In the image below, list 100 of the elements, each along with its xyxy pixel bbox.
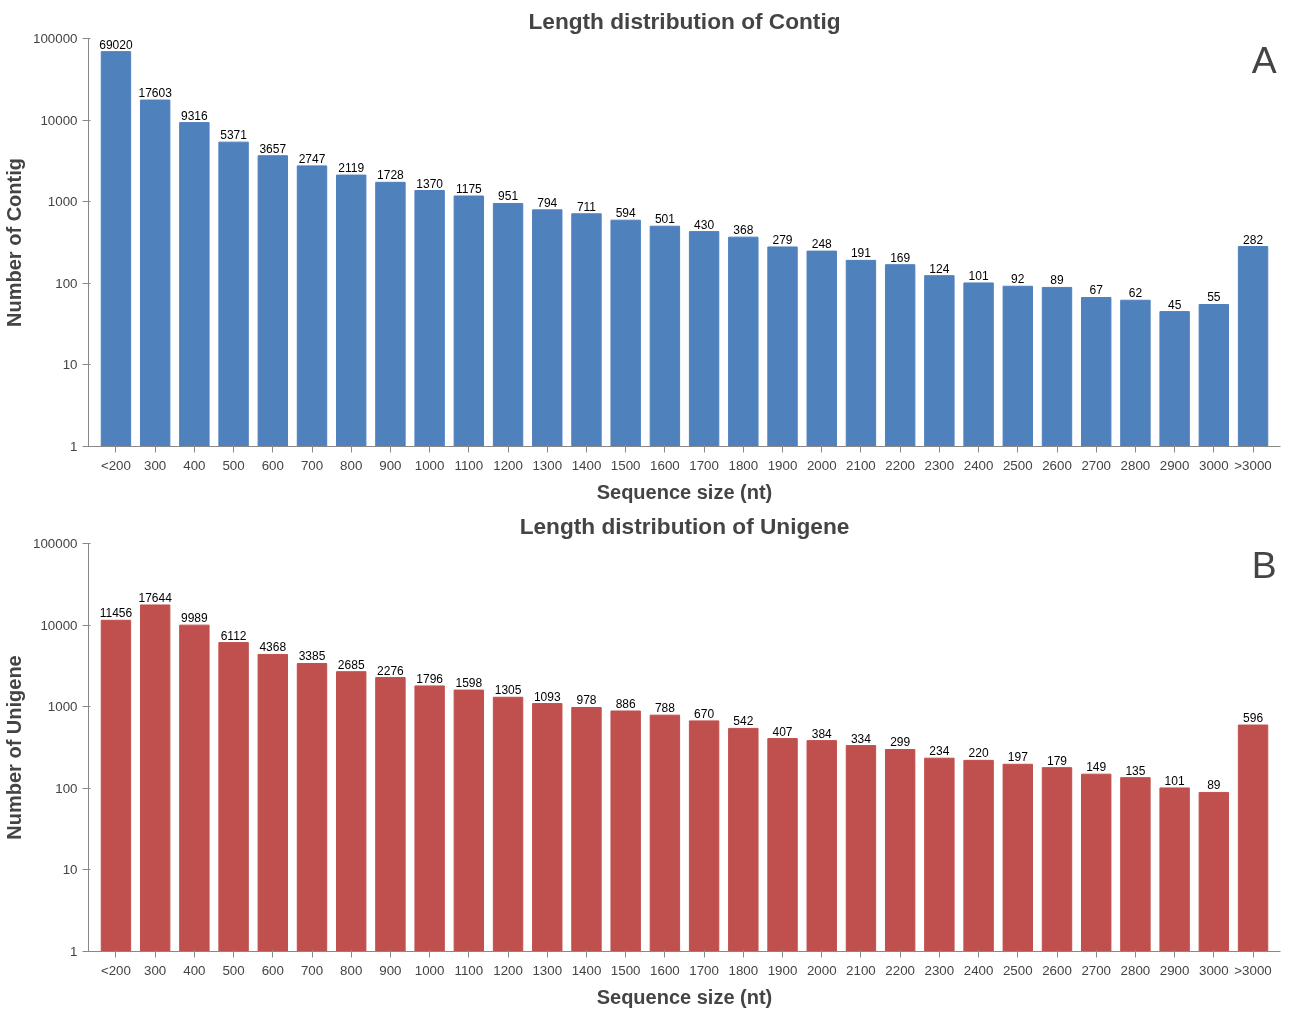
y-tick-label: 10 [62,862,78,878]
x-tick-label: 1900 [767,457,798,473]
data-label: 951 [498,189,519,204]
data-label: 89 [1050,273,1064,288]
x-tick-label: 900 [379,457,402,473]
x-tick-label: 1200 [493,962,523,978]
x-tick-label: 400 [183,962,206,978]
annotation: A [1251,38,1277,81]
data-label: 1370 [416,176,444,191]
data-label: 89 [1207,778,1221,793]
x-tick-label: 2700 [1081,457,1112,473]
data-label: 279 [772,232,793,247]
x-tick-label: 3000 [1199,457,1229,473]
data-label: 234 [929,744,950,759]
y-tick-label: 100000 [33,31,78,46]
x-tick-label: 1000 [414,457,445,473]
x-tick-label: 2300 [924,457,955,473]
data-label: 62 [1128,286,1143,301]
data-label: 101 [1164,773,1185,788]
x-tick-label: 1300 [532,457,563,473]
x-tick-label: 1200 [493,457,523,473]
y-tick-label: 1000 [47,699,78,715]
data-label: 1093 [533,689,561,704]
data-label: 9316 [181,108,209,123]
x-tick-label: 2500 [1002,962,1033,978]
data-label: 3385 [298,649,326,664]
data-label: 5371 [220,128,248,143]
x-tick-label: 1100 [454,962,484,978]
data-label: 149 [1086,760,1107,775]
x-tick-label: 3000 [1199,962,1229,978]
chart-title: Length distribution of Contig [528,7,841,34]
data-label: 67 [1089,283,1104,298]
x-tick-label: 500 [222,457,245,473]
x-tick-label: 1800 [728,962,759,978]
data-label: 9989 [181,611,209,626]
data-label: 670 [694,706,715,721]
x-tick-label: 2600 [1042,457,1072,473]
data-label: 6112 [220,628,247,643]
data-label: 3657 [259,141,287,156]
x-tick-label: 1600 [650,962,680,978]
data-label: 501 [654,212,676,227]
data-label: 17603 [138,86,173,101]
data-label: 2276 [377,663,405,678]
data-label: 886 [615,696,637,711]
x-axis-title: Sequence size (nt) [596,480,773,503]
x-tick-label: 1400 [571,962,602,978]
x-tick-label: 1300 [532,962,563,978]
x-tick-label: 1000 [414,962,445,978]
data-label: 248 [811,237,833,252]
x-tick-label: 800 [340,457,363,473]
data-label: 220 [968,746,989,761]
data-label: 124 [929,261,950,276]
data-label: 794 [537,195,558,210]
x-tick-label: 400 [183,457,206,473]
x-tick-label: 700 [300,457,324,473]
data-label: 45 [1167,297,1182,312]
x-tick-label: 600 [261,962,284,978]
data-label: 1598 [455,676,483,691]
data-label: 69020 [99,37,133,52]
y-tick-label: 100 [55,275,78,291]
data-label: 430 [694,217,715,232]
x-tick-label: <200 [100,457,131,473]
data-label: 92 [1011,272,1025,287]
x-tick-label: 2800 [1120,962,1151,978]
data-label: 594 [615,206,637,221]
data-label: 191 [850,246,872,261]
x-tick-label: 2100 [846,457,876,473]
y-tick-label: 10 [62,357,78,373]
data-label: 978 [576,693,597,708]
y-tick-label: 100 [55,780,78,796]
data-label: 2747 [298,151,326,166]
data-label: 1175 [455,181,483,196]
data-label: 711 [576,199,597,214]
x-tick-label: 600 [261,457,284,473]
y-tick-label: 10000 [40,112,78,128]
data-label: 55 [1207,290,1221,305]
data-label: 788 [654,701,676,716]
x-tick-label: 700 [300,962,324,978]
data-label: 299 [890,735,911,750]
data-label: 1796 [416,671,444,686]
y-tick-label: 1 [70,439,78,454]
x-tick-label: >3000 [1234,457,1272,473]
data-label: 197 [1007,750,1029,765]
data-label: 179 [1046,753,1068,768]
annotation: B [1251,543,1277,586]
x-tick-label: 2500 [1002,457,1033,473]
data-label: 596 [1243,711,1264,726]
x-tick-label: 2200 [885,457,915,473]
x-tick-label: 2600 [1042,962,1072,978]
x-tick-label: <200 [100,962,131,978]
x-tick-label: 1800 [728,457,759,473]
y-tick-label: 1000 [47,194,78,210]
data-label: 101 [968,268,989,283]
x-tick-label: 500 [222,962,245,978]
x-axis-title: Sequence size (nt) [596,985,773,1008]
x-tick-label: 2700 [1081,962,1112,978]
x-tick-label: 2800 [1120,457,1151,473]
x-tick-label: 2100 [846,962,876,978]
x-tick-label: 2400 [963,457,994,473]
x-tick-label: 2900 [1159,457,1190,473]
